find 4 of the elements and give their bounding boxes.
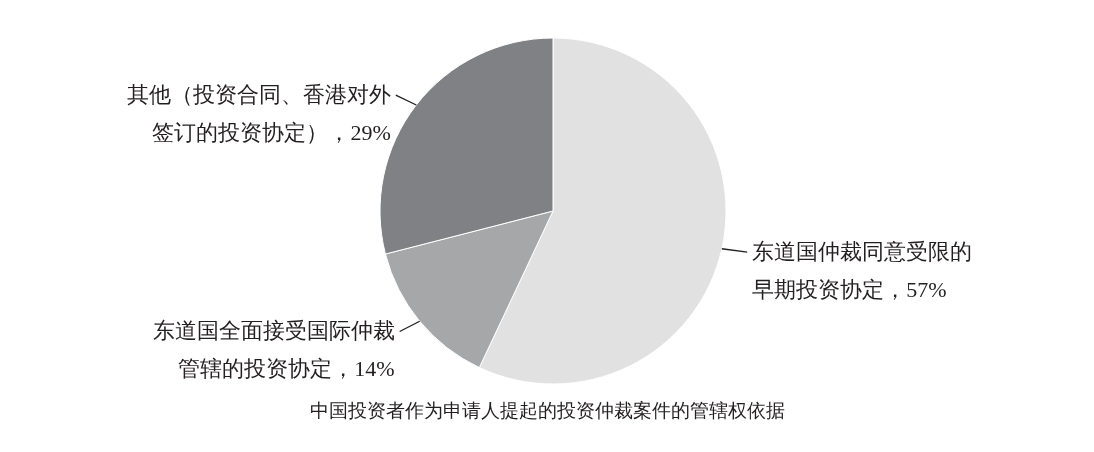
slice-label: 东道国仲裁同意受限的早期投资协定，57% — [752, 239, 973, 303]
slice-label: 其他（投资合同、香港对外签订的投资协定），29% — [126, 82, 391, 146]
text: 中国投资者作为申请人提起的投资仲裁案件的管辖权依据 — [308, 398, 786, 423]
slice-label: 东道国全面接受国际仲裁管辖的投资协定，14% — [152, 318, 395, 382]
